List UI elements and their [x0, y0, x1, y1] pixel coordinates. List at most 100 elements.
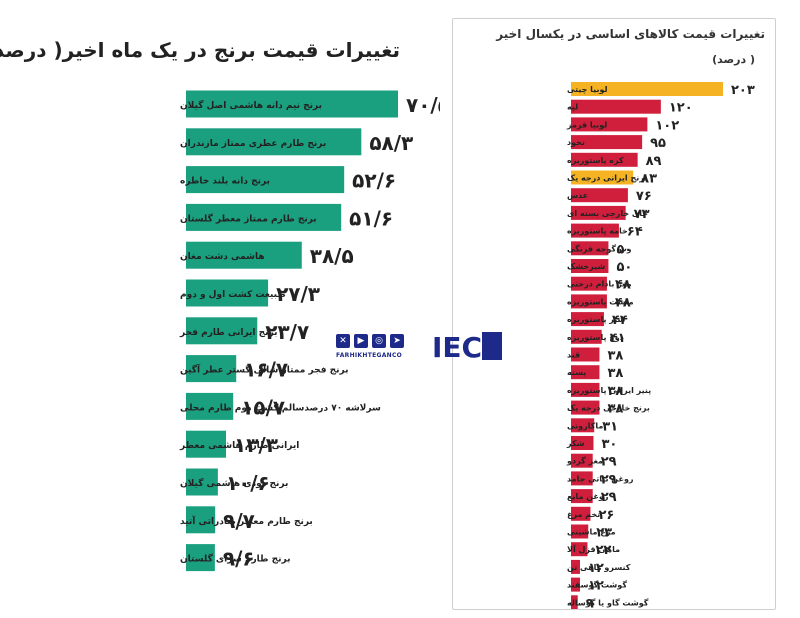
staple-category-label: قند [567, 351, 580, 360]
rice-price-chart: تغییرات قیمت برنج در یک ماه اخیر( درصد) … [0, 38, 440, 572]
rice-value-label: ۱۶/۷ [244, 358, 288, 382]
staple-bar [571, 205, 626, 220]
staple-category-label: مغز گردو [566, 456, 603, 466]
staple-value-label: ۸۹ [646, 154, 662, 169]
rice-category-label: برنج ایرانی طارم فجر [179, 328, 278, 338]
brand-logo-mark [482, 332, 502, 360]
staple-value-label: ۶۴ [627, 225, 643, 240]
staple-bar [571, 188, 628, 203]
staple-category-label: نخود [567, 138, 585, 147]
staple-category-label: روغن نباتی جامد [567, 474, 634, 483]
staple-bar [571, 577, 580, 592]
staple-value-label: ۱۲ [588, 579, 604, 594]
rice-bar [186, 166, 345, 194]
staple-value-label: ۲۹ [601, 490, 617, 505]
staple-bar [571, 99, 661, 114]
staple-bar [571, 453, 593, 468]
staple-category-label: تخم مرغ [567, 510, 600, 519]
rice-value-label: ۹/۶ [223, 547, 255, 571]
rice-category-label: برنج دودی هاشمی گیلان [180, 477, 288, 489]
rice-category-label: سرلاشه ۷۰ درصدسالم کشت دوم طارم محلی [180, 403, 381, 413]
staple-category-label: مرغ ماشینی [567, 528, 616, 537]
brand-site: FARHIKHTEGANCO [336, 352, 403, 359]
staple-category-label: گوشت گاو یا گوساله [567, 597, 649, 607]
rice-value-label: ۱۵/۷ [241, 395, 285, 419]
staple-value-label: ۵۰ [616, 260, 632, 275]
brand-block: ✕ ▶ ◎ ➤ FARHIKHTEGANCO IEC [336, 330, 506, 370]
rice-bar [186, 203, 342, 231]
telegram-icon[interactable]: ➤ [390, 334, 404, 348]
instagram-icon[interactable]: ◎ [372, 334, 386, 348]
rice-chart-plot: برنج نیم دانه هاشمی اصل گیلان ۷۰/۵ برنج طا… [179, 90, 440, 572]
staple-category-label: پسته [567, 368, 586, 377]
rice-value-label: ۵۲/۶ [352, 169, 396, 193]
rice-bar [186, 241, 302, 269]
staple-bar [571, 542, 588, 557]
rice-bar [186, 128, 362, 156]
staple-category-label: برنج ایرانی درجه یک [567, 174, 647, 183]
staple-bar [571, 436, 594, 450]
staple-category-label: شیرخشک [567, 262, 605, 271]
staple-category-label: خامه پاستوریزه [567, 227, 628, 236]
rice-category-label: برنج دانه بلند خاطره [180, 177, 270, 187]
staple-bar [571, 418, 595, 433]
rice-value-label: ۲۷/۳ [276, 282, 320, 306]
staple-category-label: کره پاستوریزه [567, 156, 624, 165]
staple-category-label: لوبیا قرمز [566, 120, 607, 129]
staple-value-label: ۳۸ [607, 384, 623, 399]
x-icon[interactable]: ✕ [336, 334, 350, 348]
staple-category-label: دوغ پاستوریزه [567, 333, 624, 342]
staple-category-label: چای خارجی بسته ای [567, 209, 648, 218]
staple-category-label: برنج خارجی درجه یک [567, 404, 650, 413]
rice-category-label: برنج طارم معطر صادراتی آتید [180, 515, 313, 527]
staple-bar [571, 365, 600, 380]
staple-bar [571, 276, 607, 291]
staple-bar [571, 347, 600, 362]
staple-bar [571, 294, 607, 309]
staple-category-label: شکر [566, 439, 585, 448]
rice-bar [186, 317, 258, 345]
staple-category-label: رب گوجه فرنگی [567, 243, 632, 253]
staple-value-label: ۷۳ [634, 207, 650, 222]
rice-value-label: ۷۰/۵ [406, 93, 440, 117]
rice-category-label: طبیعت کشت اول و دوم [180, 290, 286, 300]
rice-category-label: هاشمی دشت مغان [180, 252, 265, 262]
staple-category-label: شیر پاستوریزه [567, 315, 625, 324]
staple-bar [571, 82, 723, 96]
rice-bar [186, 392, 234, 420]
staple-bar [571, 489, 593, 504]
staple-value-label: ۴۱ [610, 331, 626, 346]
staple-bar [571, 329, 602, 344]
staple-value-label: ۹ [586, 596, 594, 609]
rice-bar [186, 468, 218, 496]
staple-value-label: ۱۲ [588, 561, 604, 576]
staple-bar [571, 223, 619, 238]
staple-bar [571, 382, 600, 397]
staple-value-label: ۲۶ [598, 508, 614, 523]
staple-bar [571, 170, 634, 185]
staple-category-label: ماکارونی [567, 421, 603, 430]
staples-chart-subtitle: ( درصد) [712, 53, 755, 66]
staple-category-label: ماست پاستوریزه [567, 297, 634, 306]
staple-bar [571, 471, 593, 486]
rice-value-label: ۹/۷ [223, 509, 255, 533]
staple-category-label: لپه [567, 103, 578, 112]
rice-value-label: ۵۸/۳ [369, 131, 413, 155]
staple-bar [571, 400, 600, 415]
rice-category-label: برنج طارم عطری ممتاز مازندران [180, 139, 326, 149]
staples-chart-plot: لوبیا چیتی ۲۰۳ لپه ۱۲۰ لوبیا قرمز ۱۰۲ نخود ۹۵ کر… [566, 82, 755, 609]
staple-bar [571, 152, 638, 167]
staple-value-label: ۴۴ [612, 313, 628, 328]
staple-value-label: ۵۰ [616, 242, 632, 257]
staple-value-label: ۱۲۰ [669, 101, 693, 116]
staple-value-label: ۱۰۲ [655, 118, 679, 133]
rice-category-label: برنج طارم سرای گلستان [180, 553, 290, 565]
staple-value-label: ۲۰۳ [731, 83, 755, 98]
rice-value-label: ۲۳/۷ [265, 320, 309, 344]
staple-value-label: ۲۹ [601, 455, 617, 470]
staple-value-label: ۲۹ [601, 472, 617, 487]
staple-value-label: ۴۸ [615, 278, 631, 293]
rice-value-label: ۳۸/۵ [310, 244, 354, 268]
youtube-icon[interactable]: ▶ [354, 334, 368, 348]
rice-chart-title: تغییرات قیمت برنج در یک ماه اخیر( درصد) [0, 38, 400, 62]
